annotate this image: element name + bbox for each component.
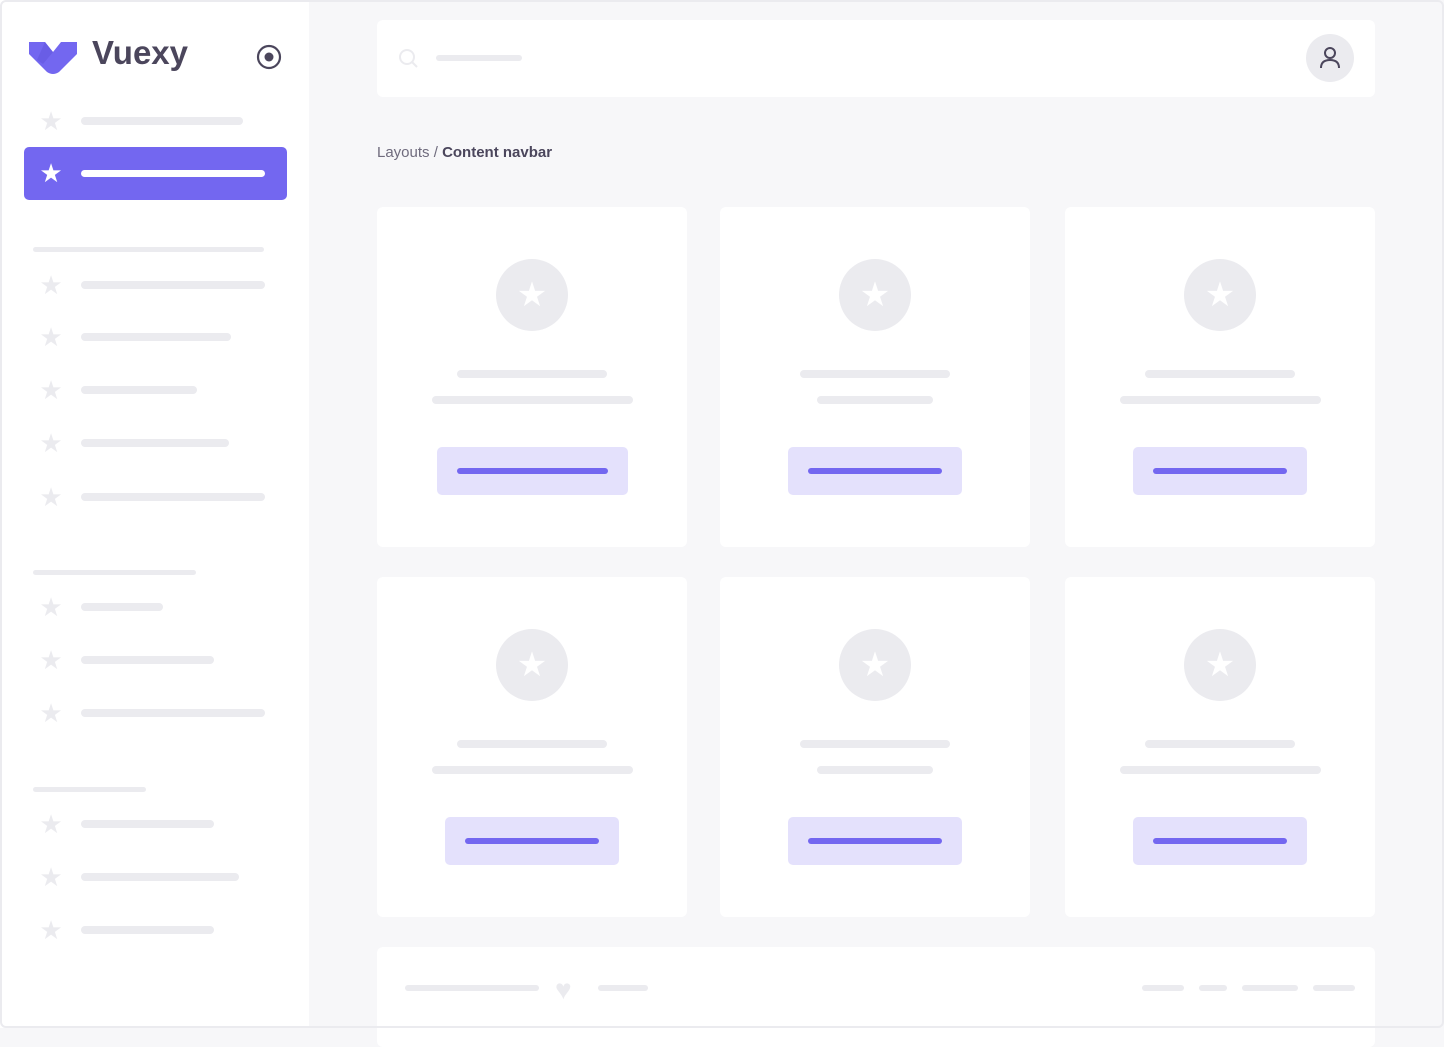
star-icon: ★ [839, 629, 911, 701]
sidebar-item[interactable]: ★ [24, 101, 287, 141]
star-icon: ★ [39, 592, 63, 622]
star-icon: ★ [39, 428, 63, 458]
card-action-button[interactable] [436, 447, 628, 495]
sidebar-item[interactable]: ★ [24, 804, 287, 844]
breadcrumb-parent[interactable]: Layouts [377, 144, 430, 161]
card-text-skeleton [431, 766, 633, 774]
footer-link-skeleton[interactable] [598, 985, 648, 991]
footer-link-skeleton[interactable] [1142, 985, 1184, 991]
sidebar-item-label-skeleton [81, 709, 265, 717]
card-action-button[interactable] [788, 447, 962, 495]
search-icon[interactable] [398, 48, 420, 70]
vuexy-logo-icon [29, 42, 77, 74]
sidebar-section-divider [33, 570, 196, 575]
card: ★ [377, 577, 687, 917]
star-icon: ★ [496, 259, 568, 331]
user-icon [1320, 47, 1340, 69]
card-title-skeleton [457, 740, 607, 748]
button-label-skeleton [808, 838, 942, 844]
card-text-skeleton [1119, 766, 1321, 774]
footer-link-skeleton[interactable] [1199, 985, 1227, 991]
sidebar-item[interactable]: ★ [24, 857, 287, 897]
search-input[interactable] [436, 55, 522, 61]
sidebar-item-label-skeleton [81, 170, 265, 177]
footer-link-skeleton[interactable] [1242, 985, 1298, 991]
card-title-skeleton [457, 370, 607, 378]
card: ★ [720, 577, 1030, 917]
footer: ♥ [377, 947, 1375, 1047]
sidebar-item[interactable]: ★ [24, 423, 287, 463]
footer-link-skeleton[interactable] [1313, 985, 1355, 991]
heart-icon: ♥ [555, 974, 572, 1005]
card: ★ [377, 207, 687, 547]
sidebar-item[interactable]: ★ [24, 693, 287, 733]
sidebar: Vuexy ★ ★ ★ ★ ★ ★ ★ ★ ★ ★ ★ ★ ★ [0, 0, 309, 1028]
sidebar-item[interactable]: ★ [24, 370, 287, 410]
star-icon: ★ [39, 322, 63, 352]
user-avatar[interactable] [1306, 34, 1354, 82]
star-icon: ★ [39, 158, 63, 188]
sidebar-item-active[interactable]: ★ [24, 147, 287, 200]
card-title-skeleton [1145, 740, 1295, 748]
sidebar-item[interactable]: ★ [24, 477, 287, 517]
card: ★ [1065, 207, 1375, 547]
sidebar-item-label-skeleton [81, 439, 229, 447]
sidebar-section-divider [33, 247, 264, 252]
sidebar-item[interactable]: ★ [24, 910, 287, 950]
breadcrumb-current: Content navbar [442, 144, 553, 161]
button-label-skeleton [808, 468, 942, 474]
star-icon: ★ [39, 698, 63, 728]
card-text-skeleton [431, 396, 633, 404]
sidebar-item-label-skeleton [81, 386, 197, 394]
brand-name: Vuexy [92, 34, 189, 71]
sidebar-item[interactable]: ★ [24, 265, 287, 305]
breadcrumb-separator: / [429, 144, 443, 161]
star-icon: ★ [1184, 629, 1256, 701]
sidebar-item-label-skeleton [81, 820, 214, 828]
star-icon: ★ [39, 375, 63, 405]
sidebar-item-label-skeleton [81, 117, 243, 125]
sidebar-item[interactable]: ★ [24, 587, 287, 627]
card-text-skeleton [1119, 396, 1321, 404]
footer-link-skeleton[interactable] [405, 985, 539, 991]
star-icon: ★ [39, 106, 63, 136]
star-icon: ★ [39, 915, 63, 945]
card-title-skeleton [800, 740, 950, 748]
sidebar-item-label-skeleton [81, 926, 214, 934]
star-icon: ★ [39, 809, 63, 839]
card: ★ [1065, 577, 1375, 917]
sidebar-item-label-skeleton [81, 281, 265, 289]
card-text-skeleton [817, 766, 933, 774]
sidebar-item-label-skeleton [81, 603, 163, 611]
button-label-skeleton [1153, 468, 1287, 474]
star-icon: ★ [1184, 259, 1256, 331]
star-icon: ★ [39, 270, 63, 300]
card-text-skeleton [817, 396, 933, 404]
breadcrumb: Layouts / Content navbar [377, 144, 552, 161]
sidebar-item-label-skeleton [81, 493, 265, 501]
card-action-button[interactable] [1133, 447, 1307, 495]
star-icon: ★ [39, 645, 63, 675]
star-icon: ★ [839, 259, 911, 331]
content-navbar [377, 20, 1375, 97]
card-action-button[interactable] [788, 817, 962, 865]
sidebar-section-divider [33, 787, 146, 792]
sidebar-item[interactable]: ★ [24, 640, 287, 680]
star-icon: ★ [496, 629, 568, 701]
sidebar-item-label-skeleton [81, 333, 231, 341]
button-label-skeleton [456, 468, 608, 474]
radio-circle-icon[interactable] [256, 44, 282, 70]
card-title-skeleton [800, 370, 950, 378]
card: ★ [720, 207, 1030, 547]
star-icon: ★ [39, 862, 63, 892]
sidebar-item-label-skeleton [81, 656, 214, 664]
card-action-button[interactable] [1133, 817, 1307, 865]
star-icon: ★ [39, 482, 63, 512]
button-label-skeleton [465, 838, 599, 844]
card-title-skeleton [1145, 370, 1295, 378]
sidebar-item[interactable]: ★ [24, 317, 287, 357]
sidebar-item-label-skeleton [81, 873, 239, 881]
card-action-button[interactable] [445, 817, 619, 865]
button-label-skeleton [1153, 838, 1287, 844]
